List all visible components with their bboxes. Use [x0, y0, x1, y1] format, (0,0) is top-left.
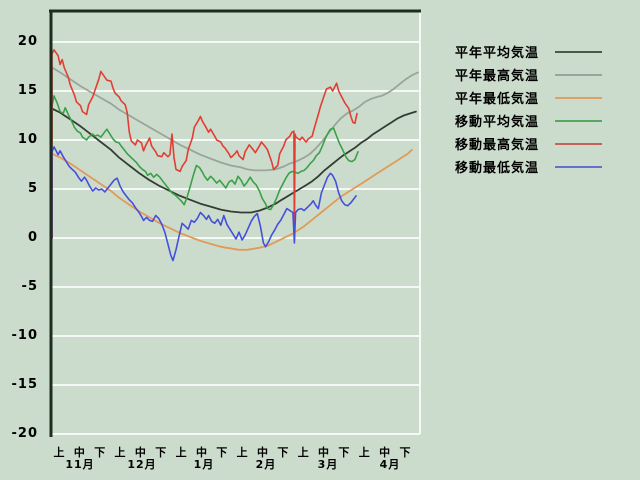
legend-line-swatch	[555, 73, 602, 76]
legend-label: 移動平均気温	[455, 115, 540, 130]
series-line	[51, 146, 357, 262]
x-period-label: 下	[338, 446, 350, 459]
x-period-label: 下	[94, 446, 106, 459]
x-period-label: 中	[318, 446, 330, 459]
y-tick-label: -15	[11, 376, 38, 392]
y-tick-label: -20	[11, 425, 38, 441]
legend-line-swatch	[555, 165, 602, 168]
y-tick-label: -10	[11, 327, 38, 343]
x-period-label: 下	[277, 446, 289, 459]
legend-line-swatch	[555, 142, 602, 145]
chart-legend: 平年平均気温 平年最高気温 平年最低気温 移動平均気温 移動最高気温 移動最低気温	[455, 40, 602, 178]
month-label: 1月	[193, 458, 215, 471]
series-line	[51, 107, 417, 239]
legend-line-swatch	[555, 50, 602, 53]
x-period-label: 中	[134, 446, 146, 459]
x-period-label: 下	[155, 446, 167, 459]
y-tick-label: -5	[21, 278, 38, 294]
month-label: 12月	[127, 458, 157, 471]
y-tick-label: 10	[17, 131, 38, 147]
legend-line-swatch	[555, 119, 602, 122]
legend-label: 移動最低気温	[455, 161, 540, 176]
x-period-label: 上	[114, 446, 126, 459]
series-line	[51, 48, 358, 240]
legend-item: 平年最低気温	[455, 86, 602, 109]
legend-item: 平年最高気温	[455, 63, 602, 86]
y-tick-label: 15	[17, 82, 38, 98]
x-period-label: 上	[175, 446, 187, 459]
legend-line-swatch	[555, 96, 602, 99]
month-label: 4月	[379, 458, 401, 471]
y-tick-label: 0	[27, 229, 38, 245]
legend-label: 平年最高気温	[455, 69, 540, 84]
y-tick-label: 20	[17, 33, 38, 49]
legend-label: 移動最高気温	[455, 138, 540, 153]
x-period-label: 上	[53, 446, 65, 459]
month-label: 11月	[65, 458, 95, 471]
legend-item: 移動最低気温	[455, 155, 602, 178]
x-period-label: 中	[73, 446, 85, 459]
legend-item: 移動平均気温	[455, 109, 602, 132]
series-line	[51, 148, 413, 251]
y-tick-label: 5	[27, 180, 38, 196]
x-period-label: 下	[216, 446, 228, 459]
legend-label: 平年平均気温	[455, 46, 540, 61]
x-period-label: 下	[399, 446, 411, 459]
x-period-label: 上	[358, 446, 370, 459]
month-label: 3月	[317, 458, 339, 471]
series-line	[51, 95, 359, 239]
legend-item: 移動最高気温	[455, 132, 602, 155]
x-period-label: 中	[257, 446, 268, 459]
x-period-label: 中	[195, 446, 207, 459]
x-period-label: 中	[379, 446, 391, 459]
series-line	[51, 66, 419, 239]
legend-label: 平年最低気温	[455, 92, 540, 107]
x-period-label: 上	[297, 446, 309, 459]
legend-item: 平年平均気温	[455, 40, 602, 63]
month-label: 2月	[255, 458, 277, 471]
x-period-label: 上	[236, 446, 248, 459]
